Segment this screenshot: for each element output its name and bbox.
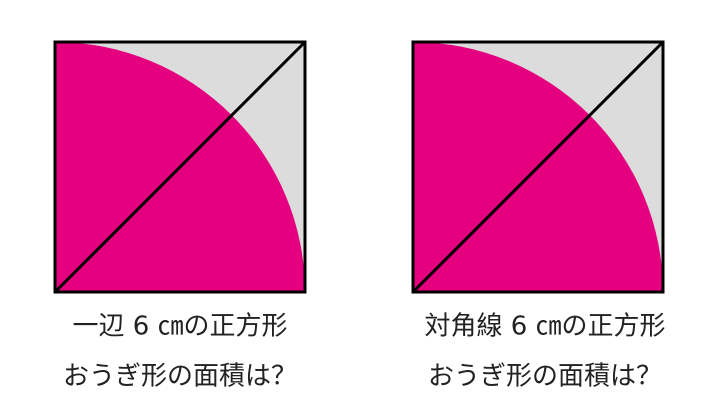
diagonal [411, 40, 665, 294]
square-outline [411, 40, 665, 294]
caption: おうぎ形の面積は？ [63, 362, 297, 392]
figure-left: 一辺 6 ㎝の正方形 おうぎ形の面積は？ [53, 40, 307, 392]
figure-right: 対角線 6 ㎝の正方形 おうぎ形の面積は？ [411, 40, 666, 392]
square-outline [53, 40, 307, 294]
caption: 対角線 6 ㎝の正方形 [424, 312, 665, 342]
caption: 一辺 6 ㎝の正方形 [72, 312, 287, 342]
diagonal [53, 40, 307, 294]
caption: おうぎ形の面積は？ [428, 362, 662, 392]
